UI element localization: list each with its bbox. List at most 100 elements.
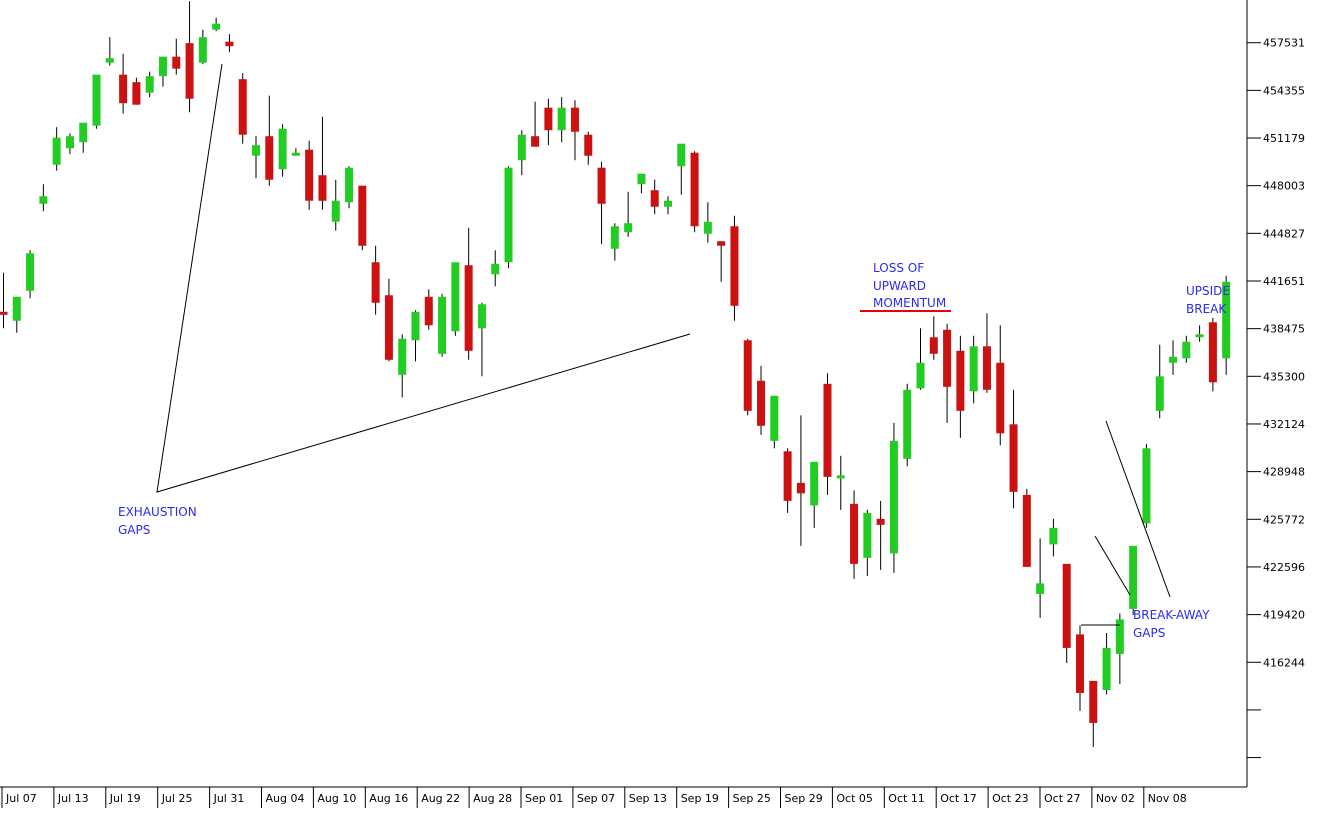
y-tick-label: 441651	[1263, 275, 1305, 288]
y-tick-label: 451179	[1263, 132, 1305, 145]
candle-body	[557, 107, 566, 131]
candle-body	[291, 152, 300, 156]
candle-body	[12, 296, 21, 321]
candle-body	[876, 518, 885, 525]
candle-body	[358, 185, 367, 246]
momentum-annotation-line-3: MOMENTUM	[873, 296, 946, 310]
candle	[291, 148, 300, 156]
candle-body	[398, 338, 407, 375]
candle-body	[810, 461, 819, 506]
candle	[212, 17, 221, 32]
candle-body	[624, 223, 633, 233]
candle-body	[1222, 281, 1231, 359]
candle-body	[451, 262, 460, 332]
x-tick-label: Jul 31	[213, 792, 245, 805]
candle	[690, 151, 699, 233]
candle-body	[916, 362, 925, 389]
candle-body	[1009, 424, 1018, 492]
candle	[1102, 632, 1111, 695]
candle	[637, 173, 646, 194]
candle-body	[570, 107, 579, 132]
y-tick-label: 438475	[1263, 323, 1305, 336]
candle-body	[943, 329, 952, 387]
candle	[1155, 344, 1164, 419]
y-axis: 416244 419420 422596 425772 428948 432124 4353…	[1246, 0, 1305, 787]
exhaustion-gaps-annotation-line-1: EXHAUSTION	[118, 505, 197, 519]
candle-body	[92, 74, 101, 126]
x-tick-label: Oct 23	[992, 792, 1029, 805]
candle-body	[145, 76, 154, 93]
candle-body	[1115, 619, 1124, 654]
candle	[0, 272, 8, 329]
candle-body	[796, 482, 805, 494]
y-tick-label: 428948	[1263, 466, 1305, 479]
candles-layer	[0, 1, 1231, 747]
candle	[331, 179, 340, 231]
x-tick-label: Sep 01	[525, 792, 563, 805]
candle	[504, 166, 513, 269]
candle	[185, 1, 194, 113]
y-tick-label: 422596	[1263, 561, 1305, 574]
candle	[12, 296, 21, 333]
candle-body	[119, 74, 128, 104]
candle-body	[318, 175, 327, 201]
y-tick-label: 454355	[1263, 84, 1305, 97]
candle	[1009, 389, 1018, 509]
x-tick-label: Oct 27	[1044, 792, 1081, 805]
candle-body	[185, 43, 194, 99]
candle	[1208, 317, 1217, 392]
candle-body	[464, 265, 473, 351]
candle	[969, 335, 978, 404]
candle-body	[1142, 448, 1151, 524]
candle	[943, 323, 952, 423]
candle-body	[198, 37, 207, 63]
x-axis: Jul 07 Jul 13 Jul 19 Jul 25 Jul 31 Aug 04 Aug …	[0, 786, 1247, 808]
exhaustion-gaps-annotation-line-2: GAPS	[118, 523, 150, 537]
candle-body	[1182, 341, 1191, 359]
candle	[491, 250, 500, 287]
y-tick-label: 432124	[1263, 418, 1305, 431]
candle-body	[158, 56, 167, 77]
candle-body	[677, 143, 686, 167]
candle-body	[1129, 545, 1138, 609]
candle	[1115, 613, 1124, 684]
candle-body	[1062, 563, 1071, 648]
candle	[52, 127, 61, 171]
candle	[26, 250, 35, 299]
candle	[863, 509, 872, 576]
candle	[1129, 545, 1138, 615]
candle-body	[438, 296, 447, 354]
candle	[770, 395, 779, 449]
candle-body	[757, 380, 766, 426]
candle	[1062, 563, 1071, 663]
y-tick-label: 457531	[1263, 37, 1305, 50]
x-tick-label: Sep 29	[785, 792, 823, 805]
candle	[743, 338, 752, 416]
candle-body	[238, 79, 247, 135]
candle-body	[345, 167, 354, 203]
candle	[610, 223, 619, 261]
candle-body	[504, 167, 513, 263]
candle-body	[411, 311, 420, 341]
candle-body	[544, 107, 553, 131]
y-tick-label: 448003	[1263, 180, 1305, 193]
candle-body	[703, 221, 712, 234]
candle-body	[929, 337, 938, 354]
candle	[956, 335, 965, 438]
candle-body	[278, 128, 287, 170]
candle	[876, 500, 885, 570]
candle-body	[531, 136, 540, 147]
x-tick-label: Sep 13	[629, 792, 667, 805]
candle	[252, 136, 261, 179]
x-tick-label: Jul 13	[57, 792, 89, 805]
candle	[1075, 625, 1084, 711]
candle	[557, 97, 566, 143]
candle-body	[1075, 634, 1084, 693]
candle	[783, 448, 792, 513]
candle	[198, 29, 207, 65]
candle	[1049, 518, 1058, 557]
candle	[916, 328, 925, 390]
x-tick-label: Aug 22	[421, 792, 460, 805]
candle	[1169, 340, 1178, 375]
candle	[358, 185, 367, 251]
